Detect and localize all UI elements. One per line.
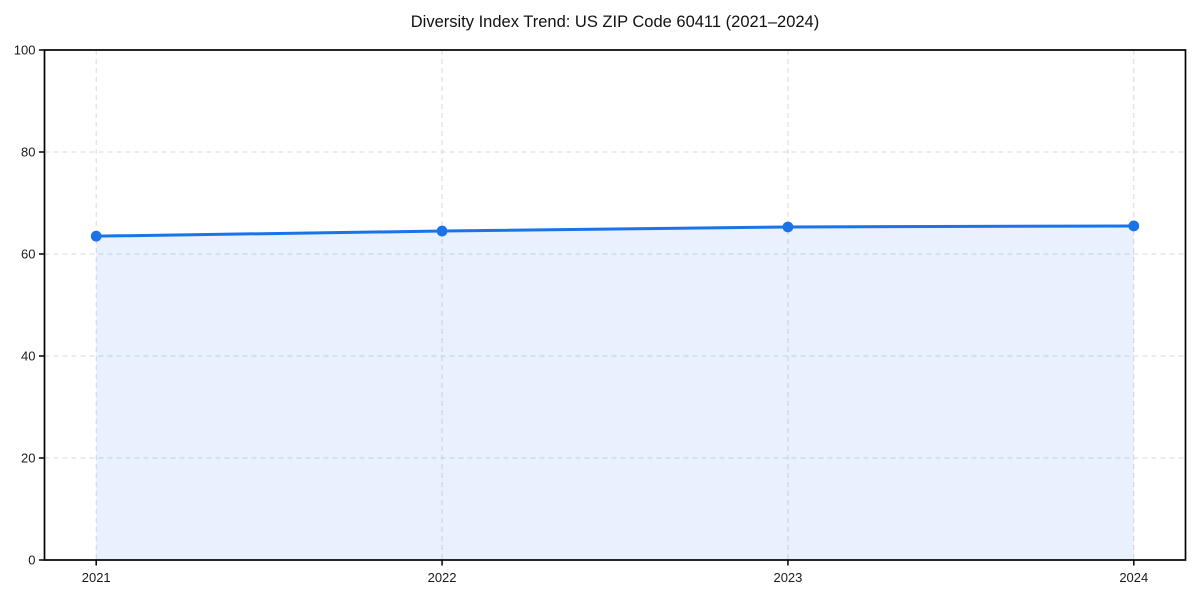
x-tick-label: 2024 [1119,570,1148,585]
data-point-marker [90,230,102,242]
y-tick-label: 40 [21,349,35,364]
x-tick-label: 2023 [773,570,802,585]
data-point-marker [1128,220,1140,232]
chart-title: Diversity Index Trend: US ZIP Code 60411… [410,13,820,31]
plot-border [43,49,1187,561]
data-point-marker [436,225,448,237]
y-tick-label: 80 [21,145,35,160]
y-tick-label: 60 [21,247,35,262]
area-fill [96,225,1134,560]
trend-line [94,224,1136,238]
x-tick-label: 2021 [82,570,111,585]
y-tick-label: 100 [14,43,36,58]
y-tick-label: 0 [28,553,35,568]
y-tick-label: 20 [21,451,35,466]
x-tick-label: 2022 [428,570,457,585]
data-point-marker [782,221,794,233]
